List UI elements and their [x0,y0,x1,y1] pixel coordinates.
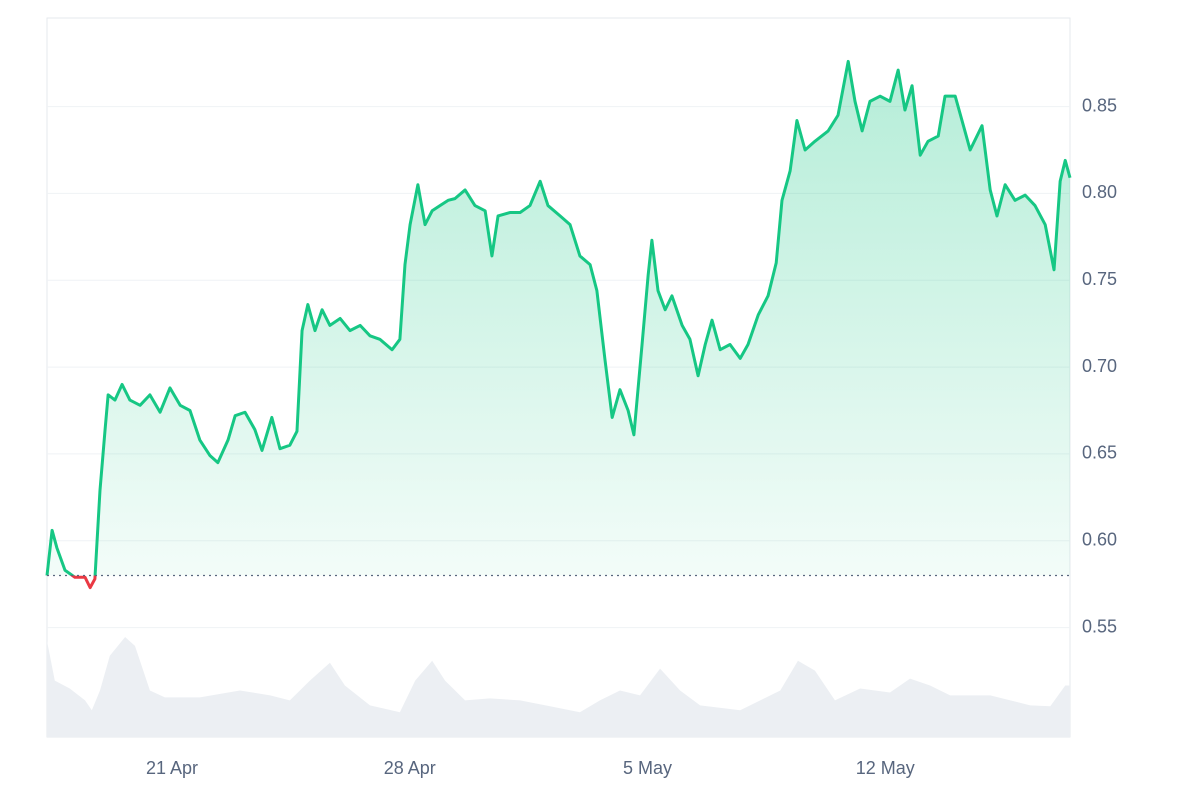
x-tick-label: 21 Apr [146,758,198,778]
volume-area [47,637,1070,737]
y-tick-label: 0.75 [1082,269,1117,289]
y-tick-label: 0.60 [1082,530,1117,550]
y-tick-label: 0.70 [1082,356,1117,376]
y-tick-label: 0.55 [1082,616,1117,636]
price-line-up [45,59,1072,576]
price-area [47,61,1070,576]
x-tick-label: 28 Apr [384,758,436,778]
y-tick-label: 0.80 [1082,182,1117,202]
x-tick-label: 5 May [623,758,672,778]
x-tick-label: 12 May [856,758,915,778]
y-tick-label: 0.65 [1082,443,1117,463]
y-tick-label: 0.85 [1082,95,1117,115]
